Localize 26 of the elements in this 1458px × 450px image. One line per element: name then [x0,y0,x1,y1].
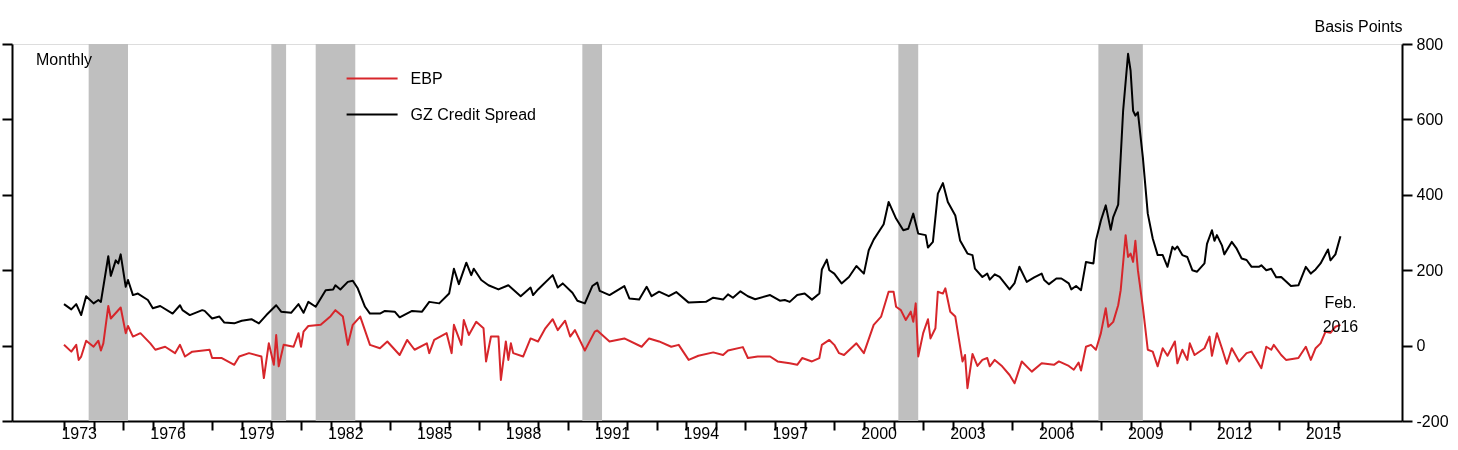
x-tick-label: 1985 [416,424,453,442]
annotation: Feb. 2016 [1322,293,1359,335]
legend-label: EBP [410,69,443,87]
annotation: Monthly [36,51,93,68]
y-tick-label: 0 [1416,337,1426,355]
x-tick-label: 1976 [150,424,186,442]
y-tick-label: 200 [1416,261,1444,279]
legend-label: GZ Credit Spread [410,105,536,123]
y-tick-label: -200 [1416,412,1449,430]
x-tick-label: 2012 [1216,424,1253,442]
y-axis-title: Basis Points [1314,17,1403,35]
y-tick-label: 800 [1416,35,1444,53]
x-tick-label: 2006 [1039,424,1075,442]
x-tick-label: 1991 [594,424,631,442]
y-tick-label: 400 [1416,186,1444,204]
x-tick-label: 1994 [683,424,720,442]
x-tick-label: 2009 [1127,424,1164,442]
x-tick-label: 1979 [239,424,275,442]
y-tick-label: 600 [1416,110,1444,128]
x-tick-label: 2000 [861,424,898,442]
x-tick-label: 2003 [950,424,986,442]
x-tick-label: 2015 [1305,424,1342,442]
x-tick-label: 1988 [505,424,542,442]
x-tick-label: 1997 [772,424,809,442]
x-tick-label: 1973 [61,424,98,442]
x-tick-label: 1982 [328,424,364,442]
